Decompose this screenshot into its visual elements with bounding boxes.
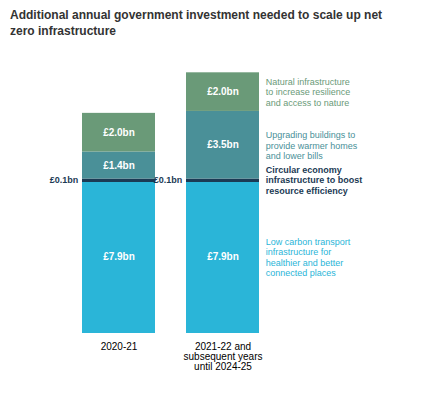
svg-text:Upgrading buildings toprovide: Upgrading buildings toprovide warmer hom… (266, 130, 358, 161)
svg-text:£7.9bn: £7.9bn (103, 252, 135, 263)
svg-text:Low carbon transportinfrastruc: Low carbon transportinfrastructure forhe… (266, 237, 351, 278)
svg-text:£3.5bn: £3.5bn (207, 140, 239, 151)
svg-text:£7.9bn: £7.9bn (207, 252, 239, 263)
svg-text:Circular economyinfrastructure: Circular economyinfrastructure to boostr… (266, 165, 363, 196)
svg-text:£2.0bn: £2.0bn (103, 127, 135, 138)
svg-text:2020-21: 2020-21 (101, 341, 138, 352)
svg-text:Natural infrastructureto incre: Natural infrastructureto increase resili… (266, 77, 351, 108)
svg-text:£1.4bn: £1.4bn (103, 160, 135, 171)
svg-text:£0.1bn: £0.1bn (50, 175, 79, 185)
svg-text:£2.0bn: £2.0bn (207, 87, 239, 98)
html-text:Additional annual government i: Additional annual government investment … (10, 8, 383, 38)
svg-text:2021-22 andsubsequent yearsunt: 2021-22 andsubsequent yearsuntil 2024-25 (184, 341, 263, 372)
svg-text:£0.1bn: £0.1bn (154, 175, 183, 185)
